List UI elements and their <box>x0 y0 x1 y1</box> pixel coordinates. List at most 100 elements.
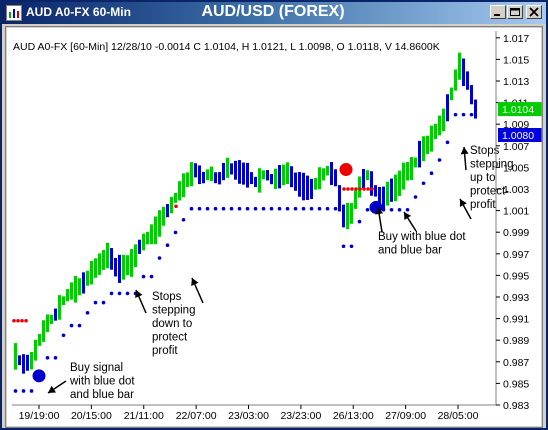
y-tick-label: 0.993 <box>503 292 529 304</box>
chart-app-icon[interactable] <box>6 5 22 21</box>
maximize-button[interactable] <box>507 5 523 19</box>
stop-dot <box>325 206 330 211</box>
price-bar <box>326 165 329 176</box>
annotation-line: Buy signal <box>70 362 123 374</box>
stop-dot <box>141 274 146 279</box>
price-bar <box>14 343 17 370</box>
price-bar <box>174 192 177 203</box>
x-tick-label: 22/07:00 <box>176 410 217 422</box>
annotation-line: stepping <box>470 159 513 171</box>
red-stop-dot <box>362 187 366 191</box>
annotation-line: up to <box>470 172 496 184</box>
price-bar <box>442 108 445 132</box>
price-bar <box>254 176 257 188</box>
price-bar <box>206 169 209 181</box>
title-bar[interactable]: AUD A0-FX 60-Min AUD/USD (FOREX) <box>2 2 546 24</box>
stop-dot <box>45 355 50 360</box>
y-tick-label: 1.013 <box>503 76 529 88</box>
price-bar <box>382 186 385 210</box>
minimize-icon <box>494 14 500 16</box>
price-bar <box>130 249 133 277</box>
stop-dot <box>173 230 178 235</box>
price-bar <box>150 224 153 245</box>
stop-dot <box>197 206 202 211</box>
annotation-line: Stops <box>152 291 182 303</box>
annotation-line: protect <box>152 332 188 344</box>
price-bar <box>86 270 89 286</box>
arrow-head <box>375 207 384 215</box>
stop-dot <box>53 355 58 360</box>
price-bar <box>190 162 193 187</box>
price-bar <box>122 254 125 280</box>
y-tick-label: 1.003 <box>503 184 529 196</box>
price-bar <box>22 354 25 374</box>
stop-dot <box>85 311 90 315</box>
price-bar <box>290 166 293 188</box>
price-bar <box>450 87 453 101</box>
price-bar <box>90 261 93 285</box>
stop-dot <box>381 207 386 212</box>
current-price-label: 1.0104 <box>502 104 534 116</box>
price-bar <box>198 165 201 185</box>
price-bar <box>230 163 233 175</box>
stop-dot <box>261 206 266 211</box>
x-tick-label: 21/11:00 <box>124 410 164 422</box>
stop-dot <box>341 244 346 249</box>
stop-dot <box>309 206 314 211</box>
price-bar <box>166 204 169 218</box>
price-bar <box>222 162 225 181</box>
chart-info-line: AUD A0-FX [60-Min] 12/28/10 -0.0014 C 1.… <box>13 41 440 53</box>
price-bar <box>418 140 421 168</box>
stop-dot <box>101 300 106 305</box>
stop-dot <box>461 112 466 117</box>
price-bar <box>298 172 301 197</box>
stop-dot <box>237 206 242 211</box>
stop-dot <box>29 389 34 393</box>
red-stop-dot <box>354 187 358 191</box>
stop-dot <box>77 323 82 328</box>
y-tick-label: 0.983 <box>503 400 529 412</box>
x-tick-label: 26/13:00 <box>333 410 374 422</box>
stop-dot <box>21 389 26 393</box>
price-bar <box>154 216 157 245</box>
x-tick-label: 23/23:00 <box>280 410 321 422</box>
stop-dot <box>93 300 98 305</box>
arrow-head <box>460 147 469 155</box>
arrow-head <box>459 199 467 208</box>
stop-dot <box>61 333 66 338</box>
stop-dot <box>221 206 226 211</box>
price-bar <box>330 162 333 185</box>
stop-dot <box>109 291 114 296</box>
price-bar <box>234 160 237 180</box>
red-stop-dot <box>366 187 370 191</box>
price-bars <box>14 52 477 374</box>
red-stop-dot <box>350 187 354 191</box>
red-stop-dot <box>24 318 28 323</box>
stop-dot <box>277 206 282 211</box>
annotation-buy-signal: Buy signal with blue dot and blue bar <box>69 362 135 401</box>
price-bar <box>302 172 305 201</box>
price-bar <box>334 169 337 187</box>
stop-dot <box>149 274 154 279</box>
price-bar <box>66 289 69 302</box>
stop-dot <box>229 206 234 211</box>
price-bar <box>146 231 149 245</box>
close-button[interactable] <box>526 5 542 19</box>
minimize-button[interactable] <box>490 5 506 19</box>
stop-dot <box>157 256 162 260</box>
price-bar <box>38 333 41 346</box>
chart-area[interactable]: AUD A0-FX [60-Min] 12/28/10 -0.0014 C 1.… <box>5 26 543 428</box>
price-bar <box>138 239 141 254</box>
y-tick-label: 0.997 <box>503 249 529 261</box>
price-bar <box>294 172 297 191</box>
price-bar <box>202 171 205 184</box>
price-bar <box>262 170 265 180</box>
y-tick-label: 1.017 <box>503 33 529 45</box>
price-bar <box>94 258 97 278</box>
price-chart[interactable]: AUD A0-FX [60-Min] 12/28/10 -0.0014 C 1.… <box>6 27 542 427</box>
price-bar <box>266 170 269 181</box>
stop-dot <box>253 206 258 211</box>
price-bar <box>42 320 45 342</box>
price-bar <box>186 172 189 187</box>
price-bar <box>82 272 85 294</box>
